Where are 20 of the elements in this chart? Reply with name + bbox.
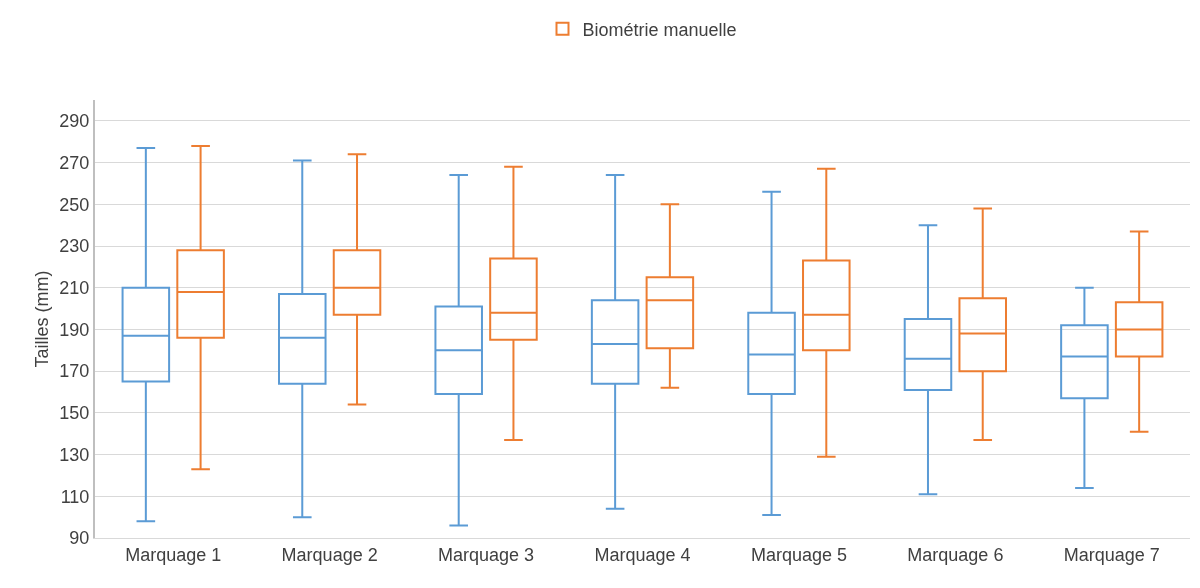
x-tick-label: Marquage 4 bbox=[594, 544, 691, 565]
y-tick-label: 170 bbox=[59, 361, 90, 382]
x-tick-label: Marquage 6 bbox=[907, 544, 1004, 565]
x-tick-label: Marquage 3 bbox=[438, 544, 535, 565]
y-tick-label: 250 bbox=[59, 194, 90, 215]
y-tick-label: 150 bbox=[59, 403, 90, 424]
x-tick-label: Marquage 2 bbox=[281, 544, 378, 565]
y-tick-label: 130 bbox=[59, 444, 90, 465]
y-tick-label: 230 bbox=[59, 236, 90, 257]
y-tick-label: 290 bbox=[59, 111, 90, 132]
legend-label: Biométrie manuelle bbox=[582, 19, 737, 40]
y-tick-label: 190 bbox=[59, 319, 90, 340]
x-tick-label: Marquage 1 bbox=[125, 544, 222, 565]
x-tick-label: Marquage 5 bbox=[750, 544, 847, 565]
y-tick-label: 90 bbox=[69, 528, 90, 549]
y-tick-label: 110 bbox=[60, 486, 90, 507]
x-tick-label: Marquage 7 bbox=[1063, 544, 1160, 565]
y-tick-label: 210 bbox=[59, 278, 90, 299]
y-tick-label: 270 bbox=[59, 152, 90, 173]
y-axis-title: Tailles (mm) bbox=[32, 270, 52, 368]
